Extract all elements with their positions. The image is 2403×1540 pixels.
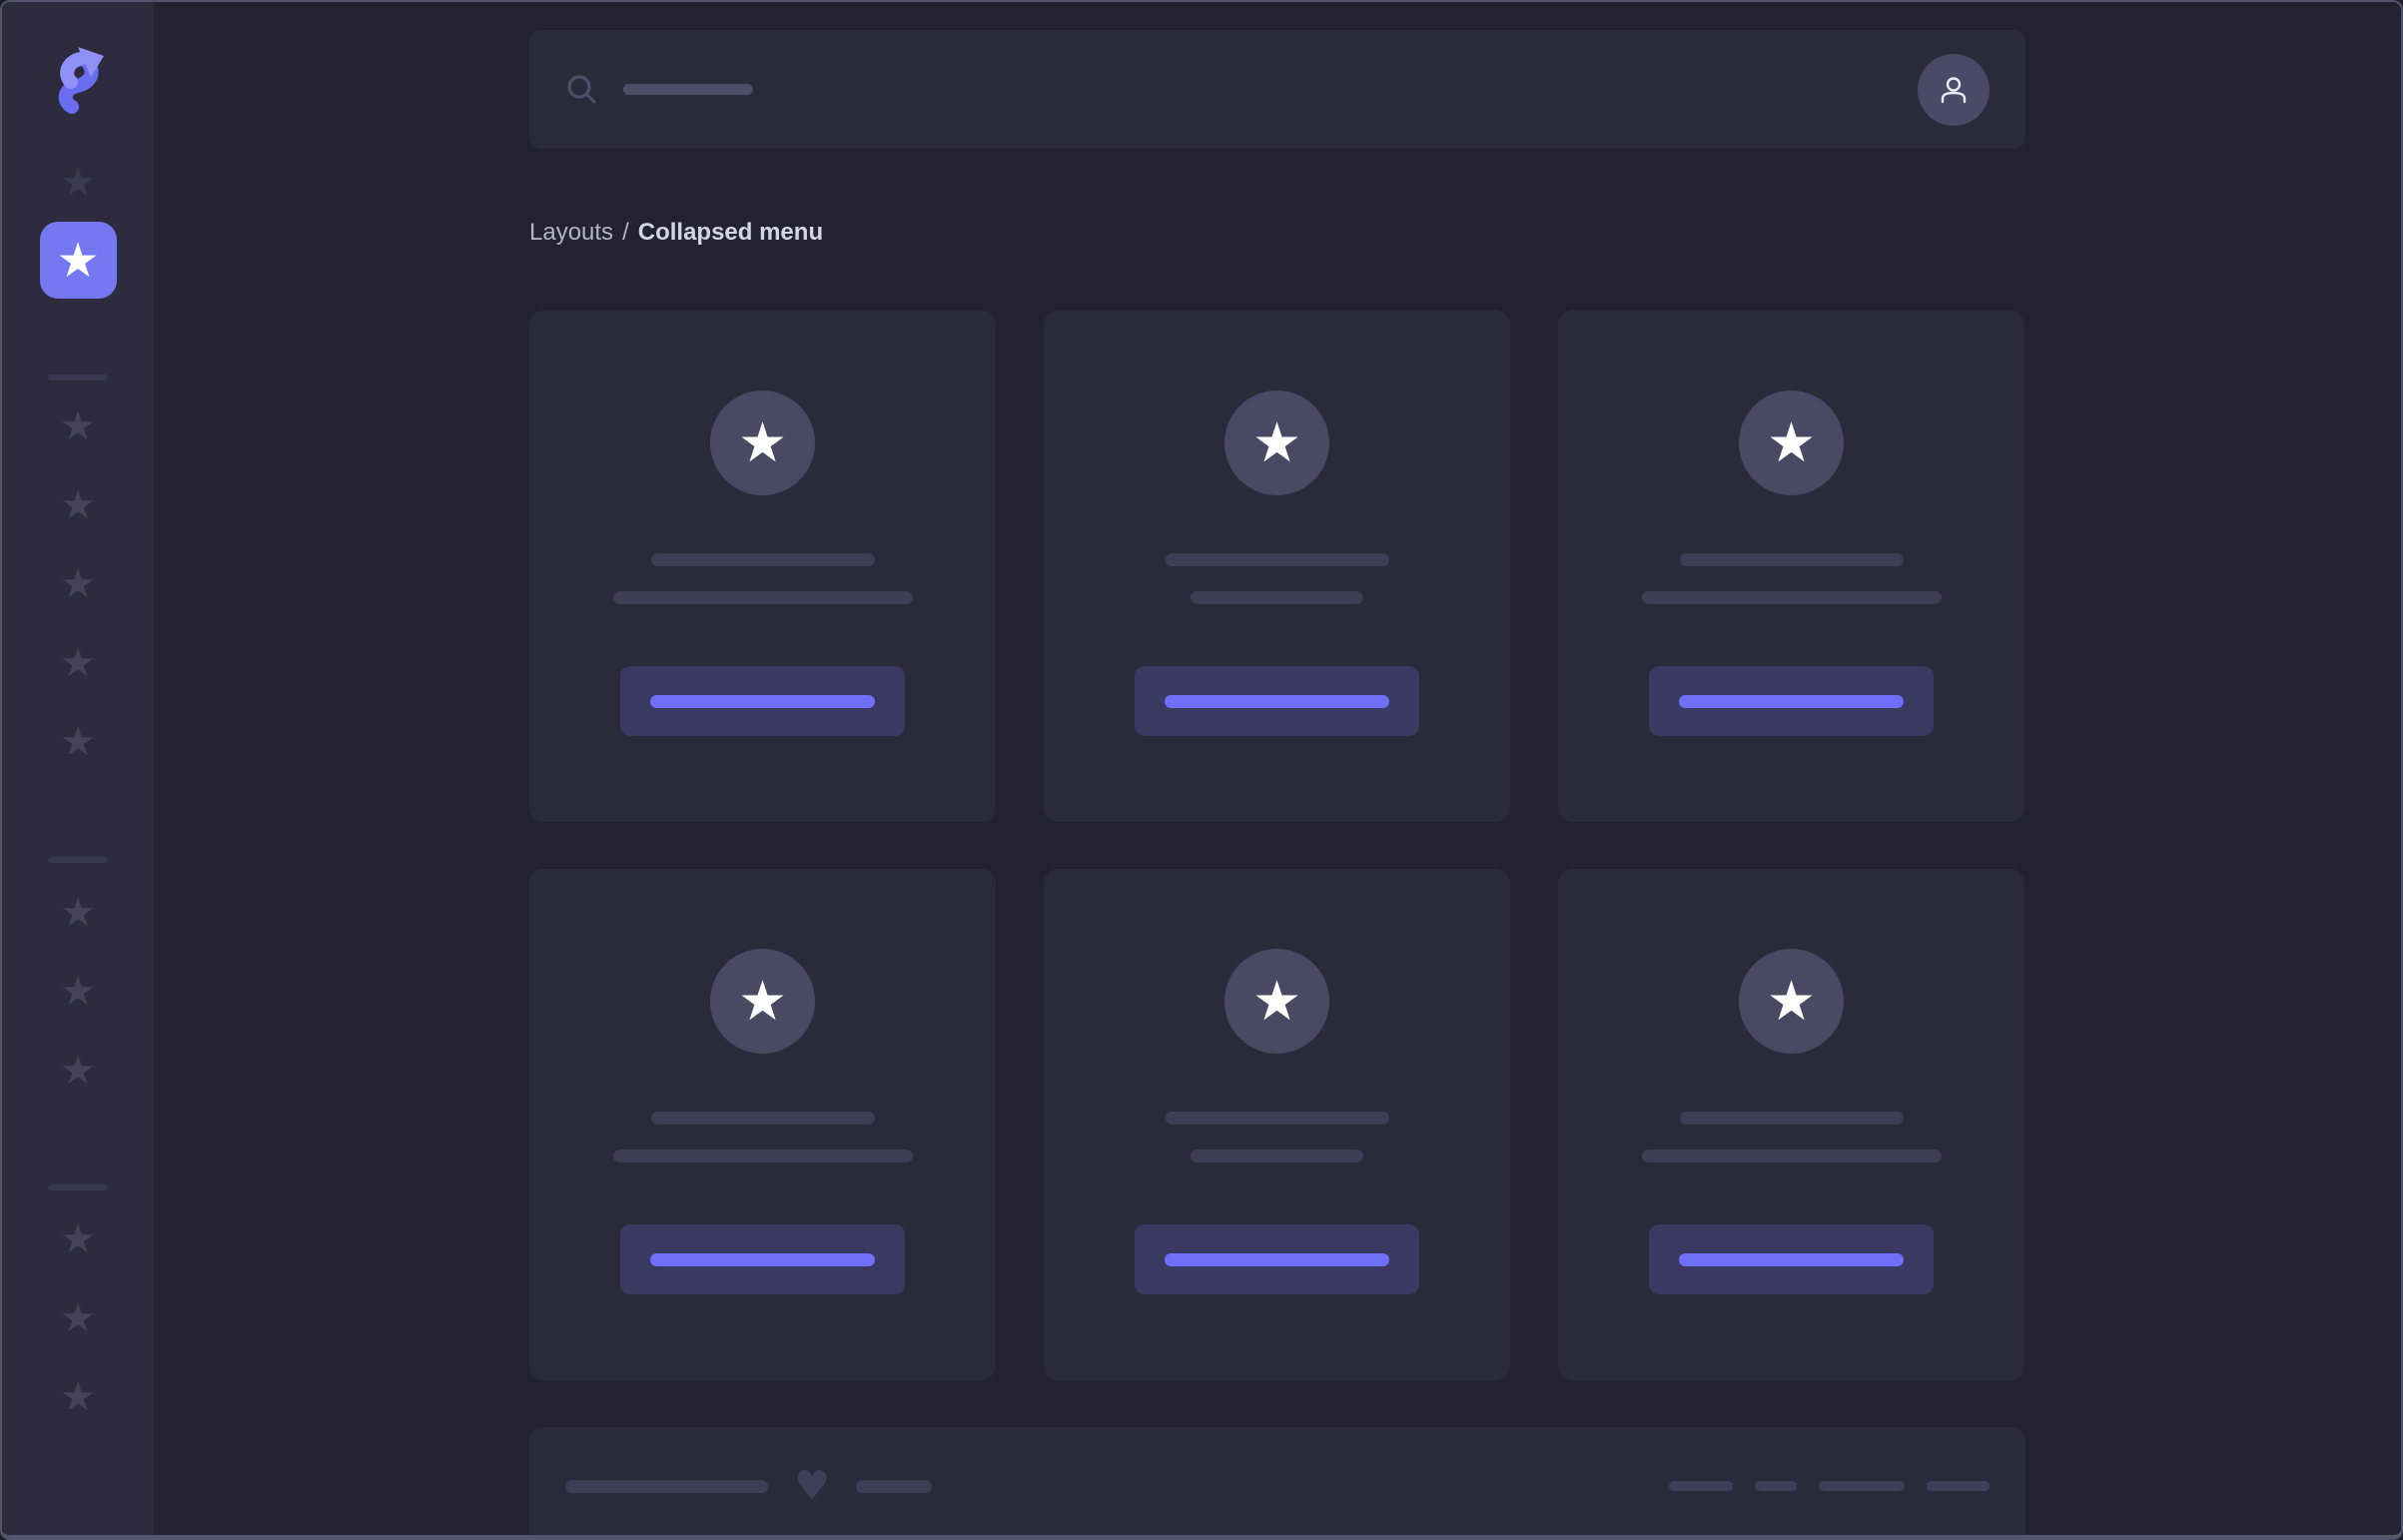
footer-link-placeholder [1669, 1481, 1733, 1491]
star-icon: ★ [60, 1048, 96, 1094]
placeholder-line [1679, 553, 1904, 566]
placeholder-line [1165, 553, 1389, 566]
sidebar-item[interactable]: ★ [56, 1217, 100, 1261]
placeholder-line [1191, 591, 1363, 604]
sidebar-item[interactable]: ★ [56, 161, 100, 205]
sidebar-item[interactable]: ★ [56, 1049, 100, 1093]
placeholder-line [1641, 591, 1942, 604]
sidebar-item[interactable]: ★ [56, 970, 100, 1014]
star-icon: ★ [60, 1295, 96, 1341]
card-avatar: ★ [1739, 949, 1844, 1054]
search-icon [567, 74, 596, 104]
star-icon: ★ [1766, 969, 1817, 1033]
app-logo-icon[interactable] [50, 47, 106, 115]
star-icon: ★ [1251, 969, 1302, 1033]
placeholder-line [650, 1112, 875, 1125]
sidebar-item[interactable]: ★ [56, 483, 100, 527]
footer-link-placeholder [1755, 1481, 1797, 1491]
card-avatar: ★ [1224, 949, 1329, 1054]
card-button[interactable] [1649, 1224, 1934, 1294]
card: ★ [1558, 869, 2024, 1380]
star-icon: ★ [56, 232, 100, 289]
search-placeholder-bar [623, 84, 753, 95]
card-avatar: ★ [1224, 390, 1329, 495]
sidebar: ★ ★ ★ ★ ★ ★ ★ ★ ★ ★ ★ ★ ★ [2, 2, 154, 1535]
star-icon: ★ [60, 1374, 96, 1420]
placeholder-line [650, 553, 875, 566]
footer-bar: ♥ [529, 1427, 2025, 1535]
placeholder-line [612, 591, 913, 604]
card: ★ [1044, 869, 1510, 1380]
star-icon: ★ [60, 160, 96, 206]
button-label-placeholder [1679, 1252, 1904, 1266]
breadcrumb-current: Collapsed menu [637, 219, 824, 246]
card-button[interactable] [1649, 666, 1934, 736]
heart-icon: ♥ [794, 1463, 830, 1509]
card-avatar: ★ [1739, 390, 1844, 495]
sidebar-item[interactable]: ★ [56, 404, 100, 448]
breadcrumb: Layouts / Collapsed menu [529, 219, 2025, 247]
sidebar-item[interactable]: ★ [56, 562, 100, 606]
sidebar-item[interactable]: ★ [56, 720, 100, 764]
content-column: Layouts / Collapsed menu ★ ★ ★ [529, 30, 2025, 1535]
button-label-placeholder [1165, 1252, 1389, 1266]
card: ★ [1044, 311, 1510, 822]
star-icon: ★ [737, 410, 788, 474]
star-icon: ★ [60, 1216, 96, 1262]
breadcrumb-separator: / [622, 219, 629, 246]
star-icon: ★ [60, 403, 96, 449]
sidebar-item-active[interactable]: ★ [39, 222, 117, 299]
card: ★ [529, 311, 996, 822]
button-label-placeholder [1679, 694, 1904, 708]
main-area: Layouts / Collapsed menu ★ ★ ★ [154, 2, 2401, 1535]
sidebar-divider [48, 1184, 108, 1190]
star-icon: ★ [60, 561, 96, 607]
star-icon: ★ [60, 969, 96, 1015]
button-label-placeholder [650, 1252, 875, 1266]
card-avatar: ★ [710, 949, 815, 1054]
card: ★ [1558, 311, 2024, 822]
star-icon: ★ [60, 890, 96, 936]
sidebar-divider [48, 375, 108, 381]
breadcrumb-link-layouts[interactable]: Layouts [529, 219, 614, 246]
footer-link-placeholder [1927, 1481, 1990, 1491]
card-button[interactable] [1135, 666, 1419, 736]
star-icon: ★ [60, 640, 96, 686]
sidebar-divider [48, 857, 108, 863]
star-icon: ★ [60, 482, 96, 528]
sidebar-item[interactable]: ★ [56, 641, 100, 685]
button-label-placeholder [1165, 694, 1389, 708]
user-avatar-button[interactable] [1918, 53, 1990, 126]
footer-link-placeholder [1819, 1481, 1905, 1491]
person-icon [1941, 76, 1967, 103]
card-button[interactable] [620, 1224, 905, 1294]
sidebar-item[interactable]: ★ [56, 891, 100, 935]
button-label-placeholder [650, 694, 875, 708]
card: ★ [529, 869, 996, 1380]
sidebar-item[interactable]: ★ [56, 1296, 100, 1340]
card-avatar: ★ [710, 390, 815, 495]
search-bar[interactable] [529, 30, 2025, 149]
card-button[interactable] [620, 666, 905, 736]
placeholder-line [612, 1150, 913, 1162]
star-icon: ★ [1766, 410, 1817, 474]
card-grid: ★ ★ ★ ★ [529, 311, 2025, 1380]
sidebar-item[interactable]: ★ [56, 1375, 100, 1419]
placeholder-line [1641, 1150, 1942, 1162]
star-icon: ★ [737, 969, 788, 1033]
placeholder-line [1165, 1112, 1389, 1125]
star-icon: ★ [1251, 410, 1302, 474]
placeholder-line [565, 1479, 768, 1493]
card-button[interactable] [1135, 1224, 1419, 1294]
placeholder-line [1679, 1112, 1904, 1125]
placeholder-line [855, 1479, 932, 1493]
star-icon: ★ [60, 719, 96, 765]
placeholder-line [1191, 1150, 1363, 1162]
